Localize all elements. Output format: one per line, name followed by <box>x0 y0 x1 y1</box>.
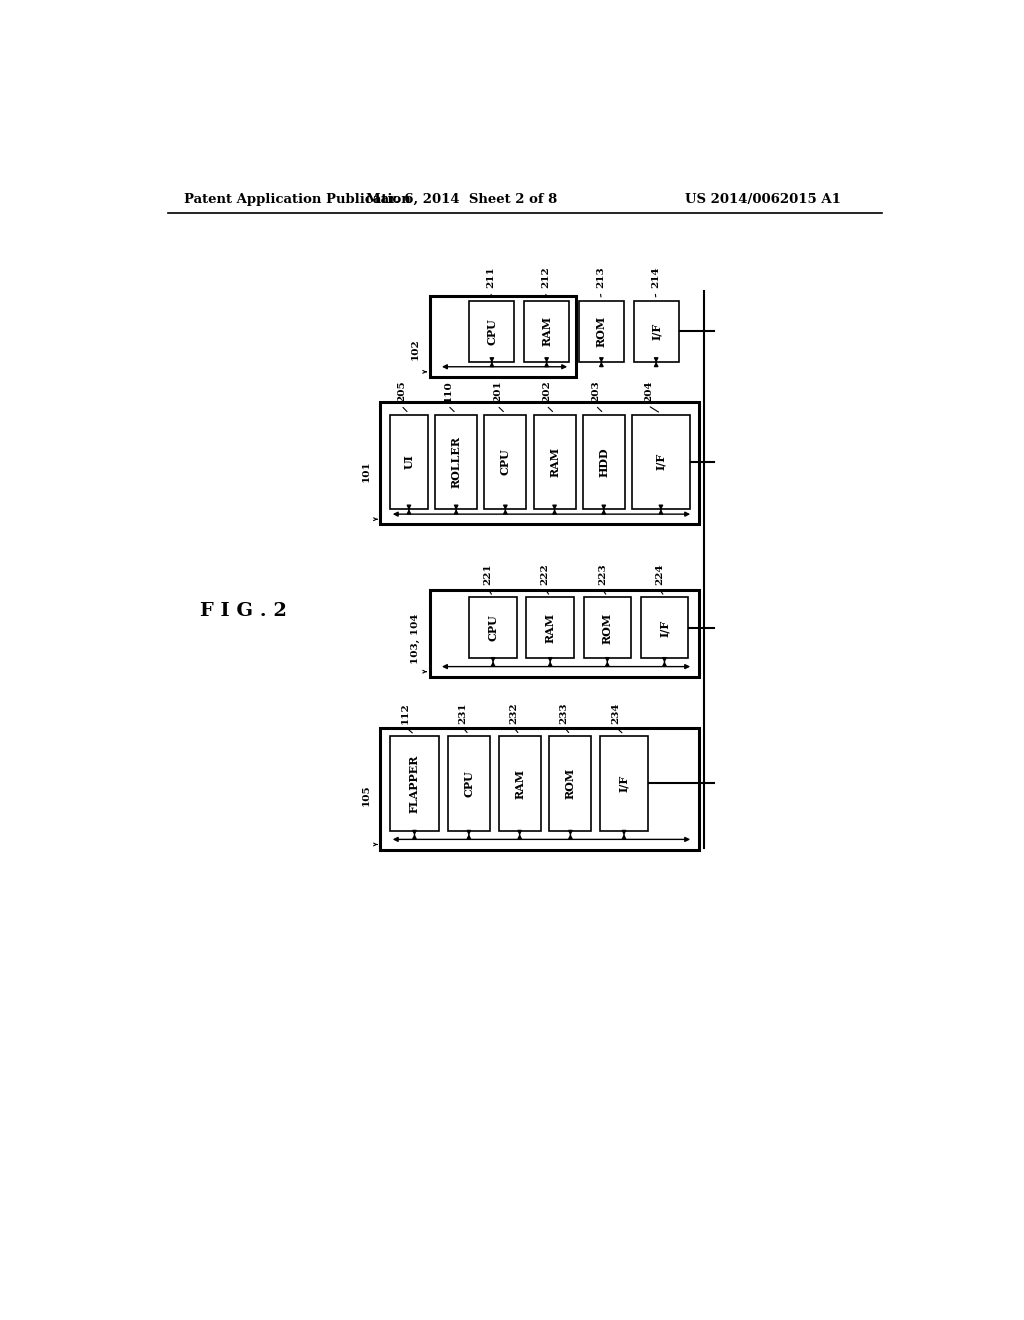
Bar <box>380 403 699 524</box>
Bar <box>469 301 514 362</box>
Text: CPU: CPU <box>500 449 511 475</box>
Bar <box>390 735 439 832</box>
Text: 231: 231 <box>458 702 467 723</box>
Text: 233: 233 <box>560 702 568 723</box>
Bar <box>469 598 517 659</box>
Text: 112: 112 <box>401 702 410 723</box>
Text: 103, 104: 103, 104 <box>411 614 420 664</box>
Bar <box>600 735 648 832</box>
Text: I/F: I/F <box>618 775 630 792</box>
Text: 234: 234 <box>611 702 621 723</box>
Bar <box>435 414 477 510</box>
Text: FLAPPER: FLAPPER <box>409 754 420 813</box>
Text: HDD: HDD <box>598 447 609 477</box>
Text: ROM: ROM <box>596 315 607 347</box>
Bar <box>390 414 428 510</box>
Bar <box>430 590 699 677</box>
Text: 201: 201 <box>494 380 502 403</box>
Bar <box>484 414 526 510</box>
Text: 102: 102 <box>411 339 420 360</box>
Text: RAM: RAM <box>541 315 552 346</box>
Text: I/F: I/F <box>650 322 662 339</box>
Bar <box>641 598 688 659</box>
Text: Patent Application Publication: Patent Application Publication <box>183 193 411 206</box>
Text: I/F: I/F <box>659 619 670 636</box>
Text: CPU: CPU <box>463 770 474 797</box>
Text: F I G . 2: F I G . 2 <box>200 602 287 619</box>
Bar <box>632 414 690 510</box>
Text: 213: 213 <box>596 267 605 289</box>
Text: 101: 101 <box>361 461 371 482</box>
Text: 204: 204 <box>644 380 653 403</box>
Text: ROM: ROM <box>565 768 575 799</box>
Text: CPU: CPU <box>486 318 498 345</box>
Text: 202: 202 <box>543 380 551 403</box>
Text: ROLLER: ROLLER <box>451 436 462 488</box>
Bar <box>447 735 489 832</box>
Text: 211: 211 <box>486 267 496 289</box>
Text: 205: 205 <box>397 380 407 403</box>
Text: Mar. 6, 2014  Sheet 2 of 8: Mar. 6, 2014 Sheet 2 of 8 <box>366 193 557 206</box>
Bar <box>634 301 679 362</box>
Bar <box>550 735 592 832</box>
Text: 221: 221 <box>483 564 493 585</box>
Bar <box>534 414 575 510</box>
Text: RAM: RAM <box>514 768 525 799</box>
Text: 110: 110 <box>443 380 453 403</box>
Text: RAM: RAM <box>545 612 556 643</box>
Text: I/F: I/F <box>655 453 667 470</box>
Bar <box>524 301 569 362</box>
Text: US 2014/0062015 A1: US 2014/0062015 A1 <box>685 193 841 206</box>
Bar <box>526 598 574 659</box>
Text: ROM: ROM <box>602 612 612 644</box>
Bar <box>583 414 625 510</box>
Text: 222: 222 <box>541 564 550 585</box>
Text: CPU: CPU <box>487 615 499 642</box>
Text: 212: 212 <box>542 267 551 289</box>
Text: 214: 214 <box>651 267 660 289</box>
Text: 203: 203 <box>592 380 600 403</box>
Bar <box>584 598 631 659</box>
Bar <box>380 727 699 850</box>
Text: 223: 223 <box>598 564 607 585</box>
Text: UI: UI <box>403 454 415 469</box>
Bar <box>579 301 624 362</box>
Bar <box>430 296 577 378</box>
Text: 105: 105 <box>361 785 371 807</box>
Text: RAM: RAM <box>549 446 560 477</box>
Text: 232: 232 <box>509 702 518 723</box>
Text: 224: 224 <box>655 564 664 585</box>
Bar <box>499 735 541 832</box>
